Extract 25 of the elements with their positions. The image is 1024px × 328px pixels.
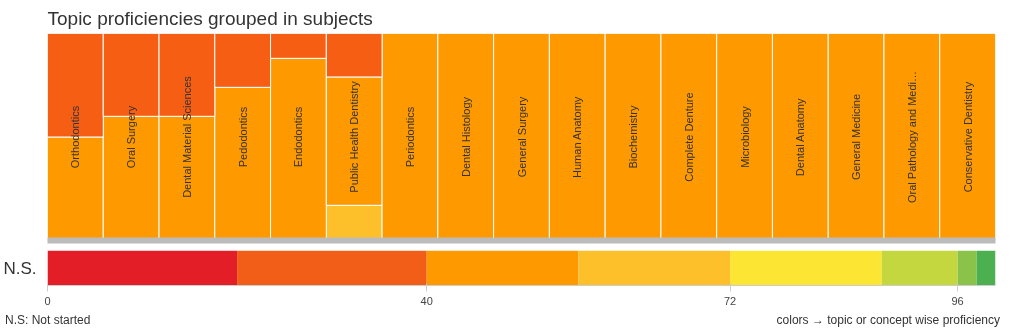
chart-title: Topic proficiencies grouped in subjects: [47, 7, 373, 29]
x-tick-label: Endodontics: [292, 106, 305, 168]
x-tick-label: Microbiology: [738, 105, 751, 168]
x-tick-label: 40: [420, 294, 433, 307]
x-tick-label: Oral Surgery: [125, 105, 138, 169]
x-tick-label: 72: [723, 294, 737, 307]
x-tick-label: 96: [951, 294, 964, 307]
x-tick-label: General Medicine: [850, 93, 863, 181]
x-tick-label: Oral Pathology and Medi…: [905, 70, 918, 204]
x-tick-label: Human Anatomy: [571, 96, 584, 178]
x-tick-label: Conservative Dentistry: [961, 81, 974, 193]
x-tick-label: Dental Anatomy: [794, 97, 807, 177]
x-tick-label: Biochemistry: [627, 105, 640, 169]
x-tick-label: Periodontics: [403, 106, 416, 168]
annotation: colors → topic or concept wise proficiency: [776, 312, 1000, 328]
x-tick-label: Public Health Dentistry: [348, 80, 361, 193]
x-tick-label: Pedodontics: [236, 106, 249, 168]
x-tick-label: Complete Denture: [682, 92, 695, 182]
x-tick-label: General Surgery: [515, 96, 528, 178]
x-tick-label: 0: [44, 294, 51, 307]
annotation: N.S: Not started: [5, 312, 91, 328]
x-tick-label: Orthodontics: [69, 105, 82, 169]
x-tick-label: Dental Histology: [459, 96, 472, 178]
y-tick-label: N.S.: [3, 258, 37, 278]
x-tick-label: Dental Material Sciences: [180, 75, 193, 198]
